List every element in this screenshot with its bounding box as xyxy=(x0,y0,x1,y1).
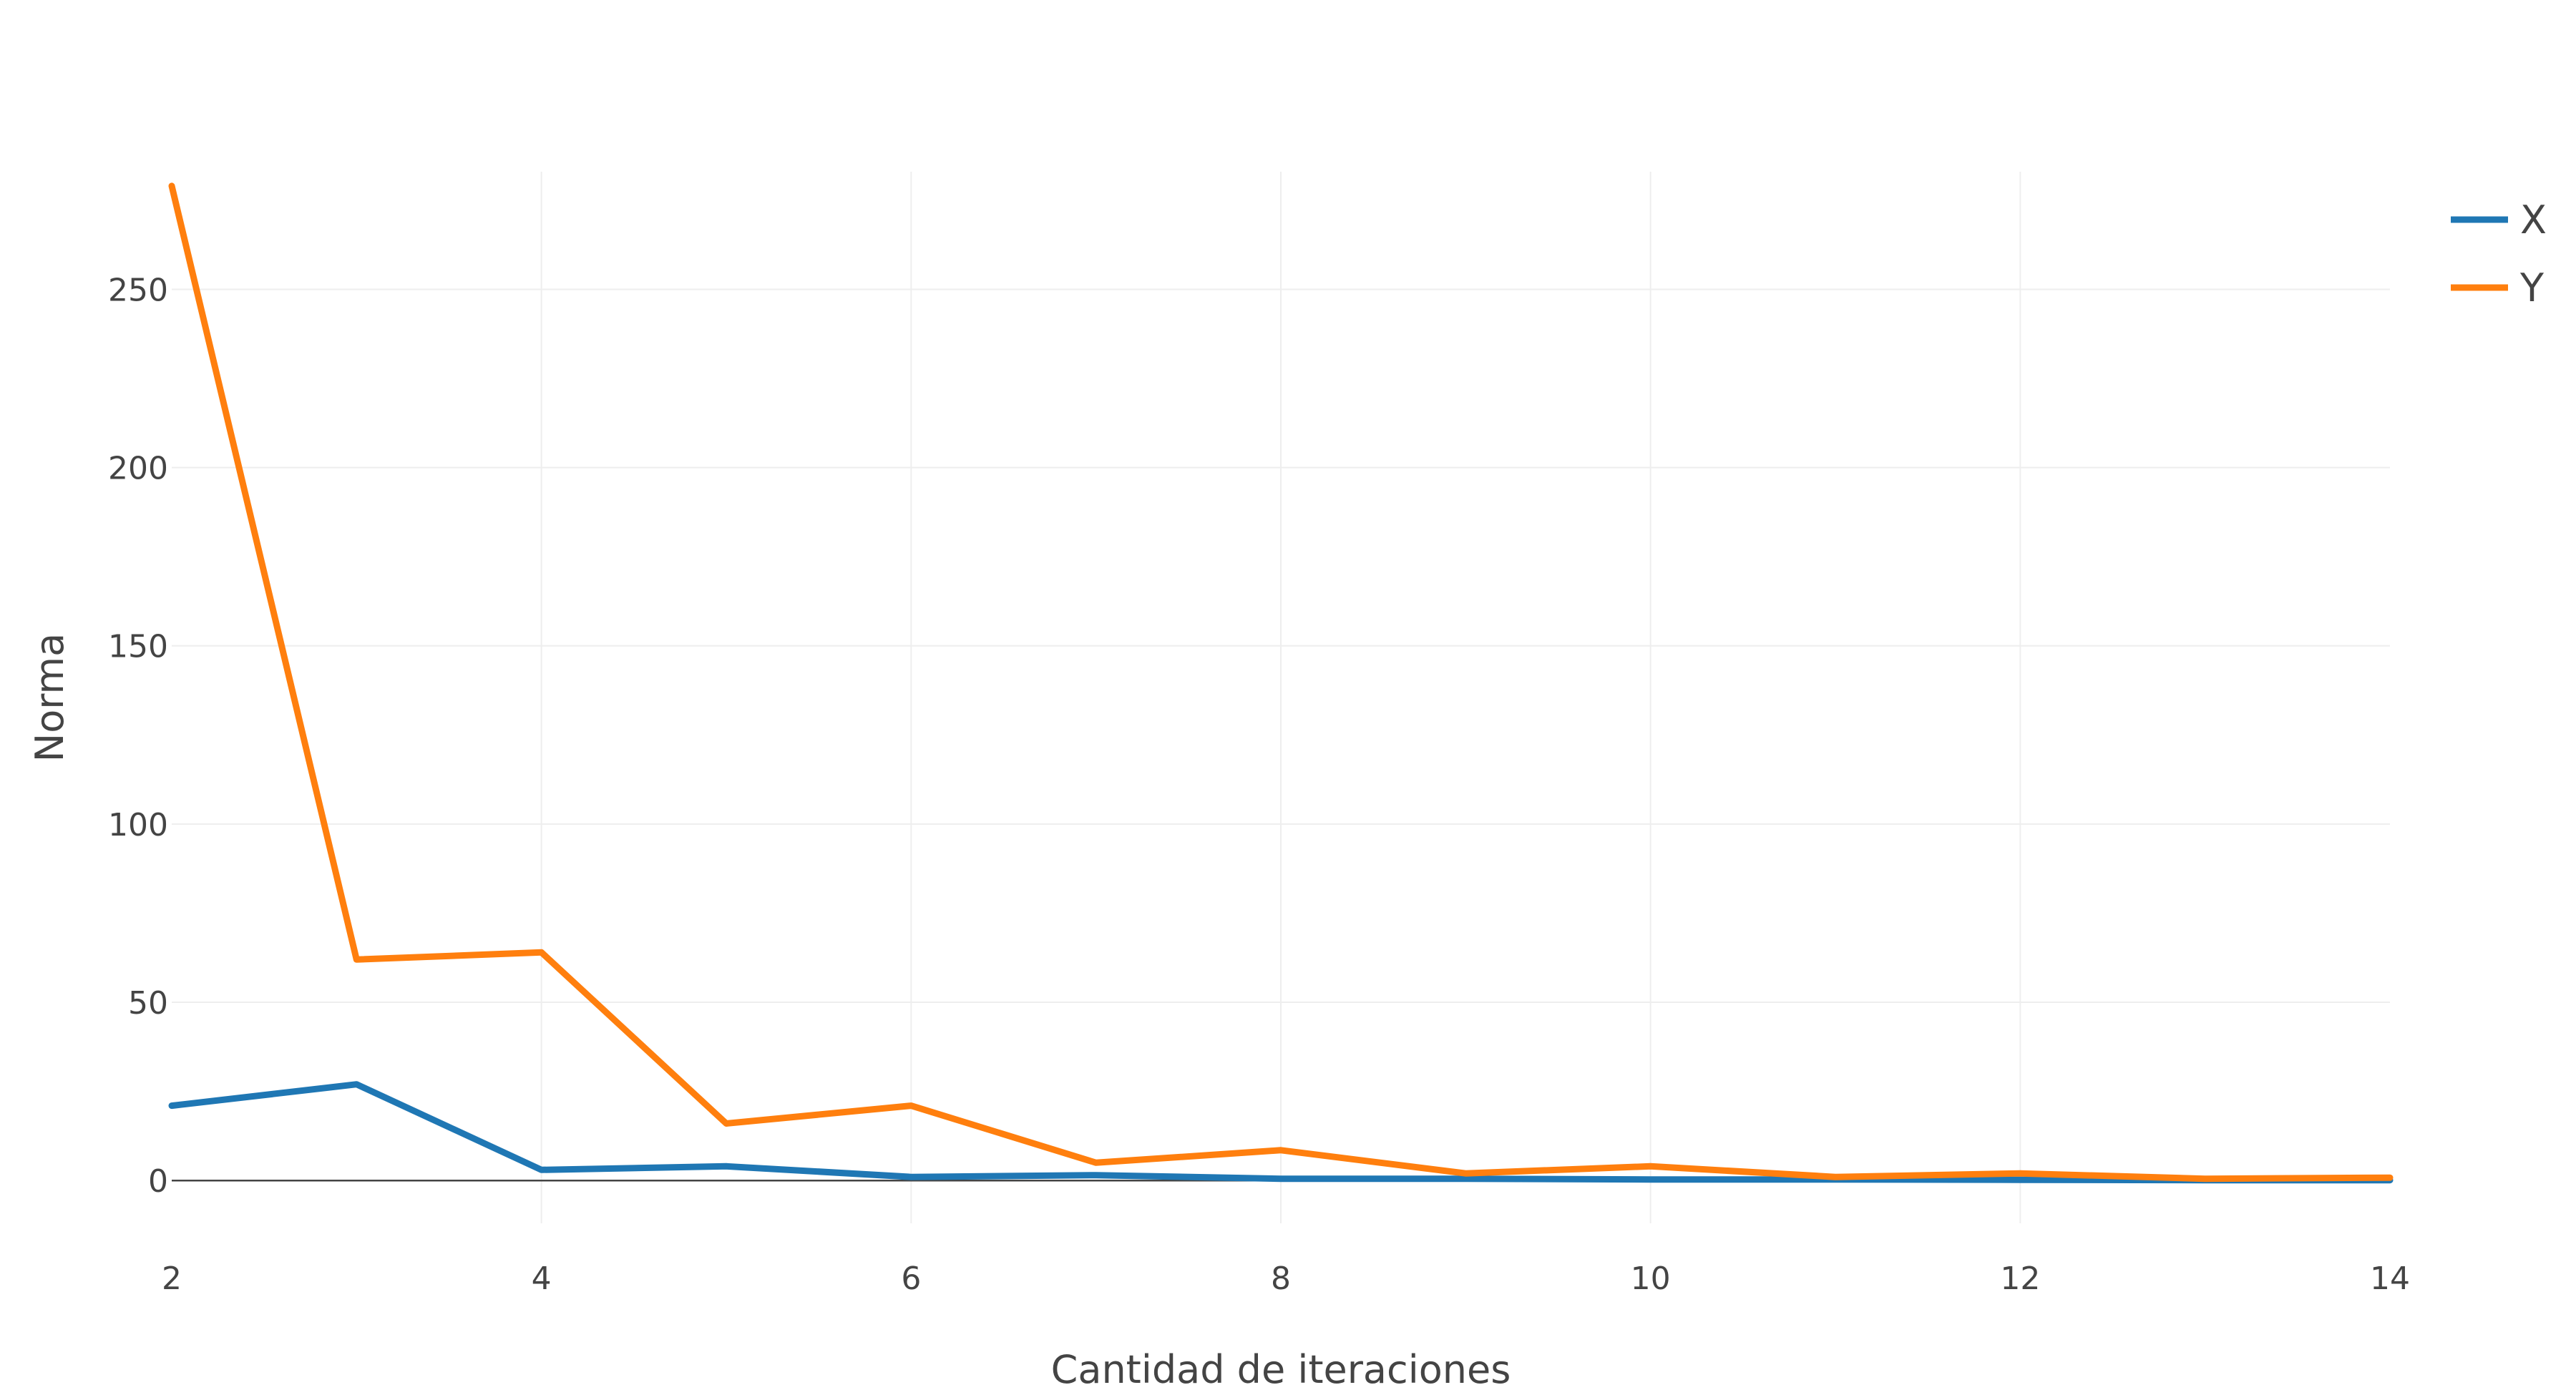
x-tick-label: 4 xyxy=(532,1261,552,1297)
series-line-y xyxy=(168,182,2394,1183)
legend[interactable]: XY xyxy=(2451,197,2547,310)
x-tick-label: 12 xyxy=(2000,1261,2040,1297)
tick-labels: 2 4 6 8 10 12 14 0 50 100 150 200 250 xyxy=(108,272,2410,1297)
legend-label: X xyxy=(2520,197,2547,243)
x-tick-label: 10 xyxy=(1631,1261,1671,1297)
x-axis-title: Cantidad de iteraciones xyxy=(1051,1347,1511,1392)
series-layer xyxy=(168,182,2394,1184)
legend-label: Y xyxy=(2519,265,2545,310)
grid-layer xyxy=(172,172,2390,1223)
series-line-x xyxy=(168,1081,2394,1184)
y-tick-label: 50 xyxy=(128,985,168,1022)
y-tick-label: 100 xyxy=(108,807,168,843)
x-tick-label: 2 xyxy=(162,1261,182,1297)
x-tick-label: 14 xyxy=(2370,1261,2410,1297)
legend-item-y[interactable]: Y xyxy=(2451,265,2545,310)
y-tick-label: 200 xyxy=(108,451,168,487)
x-tick-label: 6 xyxy=(901,1261,921,1297)
x-tick-label: 8 xyxy=(1271,1261,1291,1297)
y-tick-label: 150 xyxy=(108,629,168,665)
y-tick-label: 0 xyxy=(148,1163,168,1200)
y-axis-title: Norma xyxy=(27,633,72,762)
legend-item-x[interactable]: X xyxy=(2451,197,2547,243)
y-tick-label: 250 xyxy=(108,272,168,308)
